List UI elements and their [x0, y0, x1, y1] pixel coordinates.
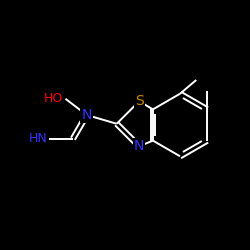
Text: N: N	[82, 108, 92, 122]
Text: N: N	[134, 139, 144, 153]
Text: HO: HO	[44, 92, 63, 105]
Text: HN: HN	[29, 132, 48, 145]
Text: S: S	[135, 94, 143, 108]
